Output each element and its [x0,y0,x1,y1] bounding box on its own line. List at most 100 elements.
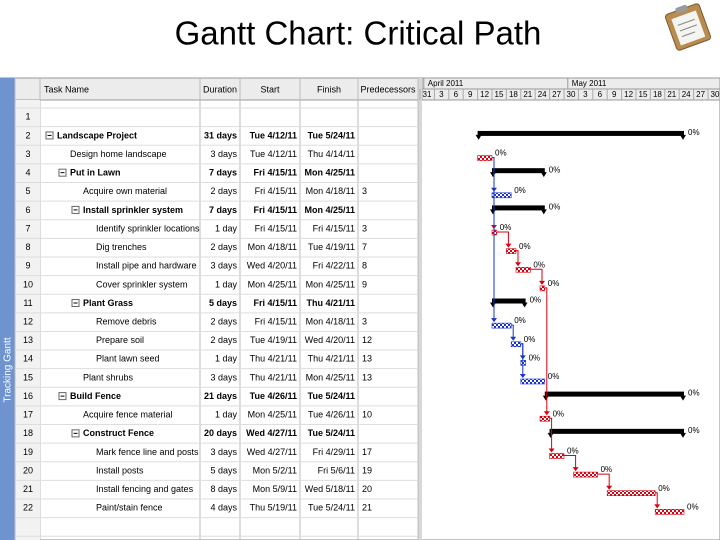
summary-end [540,172,547,178]
task-name: Install fencing and gates [96,484,194,494]
summary-bar [477,130,684,136]
task-name: Remove debris [96,317,157,327]
column-header: Start [260,84,280,94]
row-id: 1 [25,112,30,122]
task-duration: 2 days [210,186,237,196]
task-name: Dig trenches [96,242,147,252]
task-bar [654,509,685,515]
day-label: 30 [567,90,576,99]
row-id: 5 [25,186,30,196]
day-label: 6 [454,90,459,99]
task-start: Fri 4/15/11 [253,168,297,178]
task-duration: 2 days [210,317,237,327]
progress-label: 0% [567,447,579,456]
row-id: 20 [23,465,33,475]
summary-bar [544,391,684,397]
day-label: 3 [583,90,588,99]
day-label: 31 [423,90,432,99]
task-name: Construct Fence [83,428,154,438]
day-label: 6 [598,90,603,99]
task-duration: 3 days [210,372,237,382]
task-finish: Fri 4/29/11 [313,447,355,457]
task-start: Mon 5/2/11 [253,465,297,475]
task-predecessors: 3 [362,223,367,233]
task-finish: Mon 4/18/11 [306,317,355,327]
day-label: 21 [523,90,532,99]
task-start: Fri 4/15/11 [253,205,297,215]
dependency-link [516,250,519,265]
dependency-link [530,268,543,283]
task-start: Fri 4/15/11 [255,223,297,233]
task-bar [506,248,517,254]
task-predecessors: 12 [362,335,372,345]
dependency-arrow [519,373,526,378]
task-finish: Fri 4/15/11 [313,223,355,233]
task-finish: Thu 4/21/11 [306,298,355,308]
row-id: 13 [23,335,33,345]
task-duration: 5 days [209,298,237,308]
row-id: 17 [23,410,33,420]
dependency-link [549,417,553,451]
task-duration: 2 days [210,335,237,345]
task-duration: 3 days [210,149,237,159]
task-duration: 7 days [209,168,237,178]
day-label: 12 [480,90,489,99]
task-finish: Fri 5/6/11 [318,465,355,475]
view-label: Tracking Gantt [3,337,14,402]
task-name: Identify sprinkler locations [96,223,200,233]
task-finish: Mon 4/25/11 [306,279,355,289]
task-start: Mon 4/18/11 [248,242,297,252]
task-bar [510,341,522,348]
day-label: 18 [509,90,518,99]
column-header: Task Name [44,84,89,94]
task-start: Thu 4/21/11 [250,354,297,364]
dependency-arrow [505,243,512,248]
summary-end [540,209,547,215]
task-start: Fri 4/15/11 [255,317,297,327]
progress-label: 0% [530,296,542,305]
progress-label: 0% [533,260,545,269]
task-predecessors: 17 [362,447,372,457]
task-duration: 2 days [210,242,237,252]
dependency-arrow [606,485,613,490]
day-label: 24 [538,90,547,99]
task-start: Wed 4/27/11 [247,447,297,457]
progress-label: 0% [500,223,512,232]
task-start: Tue 4/12/11 [250,149,297,159]
summary-end [680,395,686,401]
task-name: Acquire own material [83,186,167,196]
task-duration: 1 day [215,410,238,420]
row-id: 22 [23,503,33,513]
dependency-arrow [654,504,661,509]
progress-label: 0% [548,279,560,288]
day-label: 30 [711,90,720,99]
task-bar [539,415,550,422]
dependency-arrow [539,280,545,285]
task-duration: 20 days [204,428,237,438]
task-start: Mon 4/25/11 [248,410,297,420]
task-start: Fri 4/15/11 [253,298,297,308]
task-name: Build Fence [70,391,121,401]
dependency-link [564,454,577,470]
row-id: 15 [23,372,33,382]
task-finish: Thu 4/21/11 [308,354,355,364]
task-predecessors: 21 [362,503,372,513]
task-predecessors: 8 [362,261,367,271]
task-finish: Fri 4/22/11 [313,261,355,271]
day-label: 9 [468,90,473,99]
row-id: 10 [23,279,33,289]
row-id: 7 [25,223,30,233]
progress-label: 0% [688,426,700,435]
task-name: Paint/stain fence [96,503,163,513]
row-id: 14 [23,354,33,364]
task-name: Acquire fence material [83,410,173,420]
progress-label: 0% [658,484,670,493]
task-finish: Tue 4/19/11 [308,242,355,252]
task-start: Thu 5/19/11 [250,503,297,513]
task-predecessors: 9 [362,279,367,289]
task-predecessors: 13 [362,354,372,364]
row-id: 16 [23,391,33,401]
dependency-link [496,231,509,246]
task-start: Wed 4/27/11 [246,428,297,438]
summary-end [521,302,528,308]
